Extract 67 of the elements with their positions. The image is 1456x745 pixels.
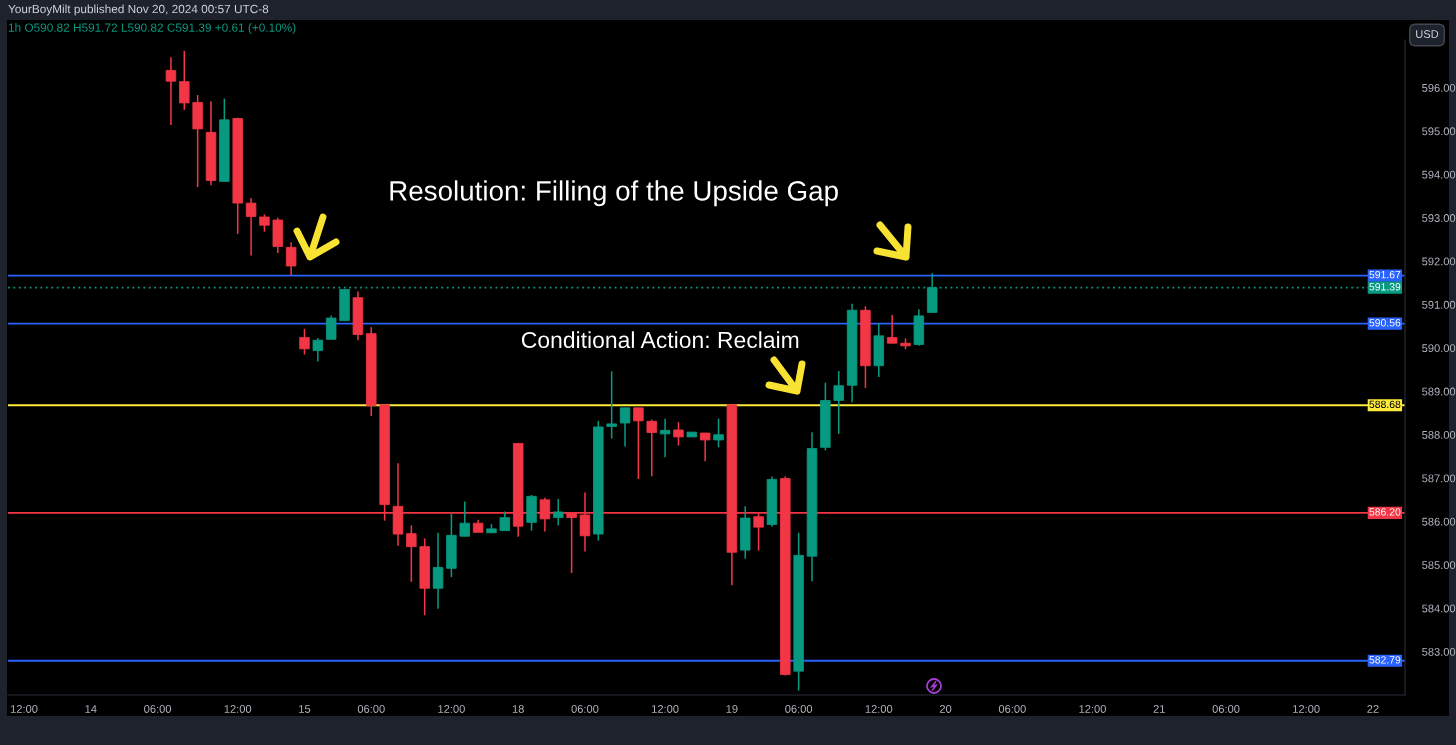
x-tick-label: 06:00	[144, 705, 172, 713]
candlestick	[285, 241, 297, 277]
y-tick-label: 592.00	[1422, 257, 1456, 266]
y-tick-label: 591.00	[1422, 300, 1456, 309]
chart-title: 1h O590.82 H591.72 L590.82 C591.39 +0.61 (+0.10%)	[8, 23, 296, 35]
y-tick-label: 586.00	[1422, 517, 1456, 526]
x-tick-label: 06:00	[357, 705, 385, 713]
y-tick-label: 594.00	[1422, 170, 1456, 179]
y-tick-label: 590.00	[1422, 344, 1456, 353]
x-tick-label: 14	[85, 705, 97, 713]
y-tick-label: 583.00	[1422, 647, 1456, 656]
candlestick	[886, 314, 898, 344]
annotation: Resolution: Filling of the Upside Gap	[390, 180, 838, 207]
x-tick-label: 06:00	[571, 705, 599, 713]
y-tick-label: 593.00	[1422, 214, 1456, 222]
x-tick-label: 12:00	[652, 705, 679, 713]
x-tick-label: 06:00	[1212, 705, 1240, 713]
x-tick-label: 12:00	[10, 705, 38, 713]
y-tick-label: 584.00	[1422, 604, 1456, 613]
y-tick-label: 596.00	[1422, 83, 1456, 92]
ref-line-label: 591.39	[1369, 283, 1401, 291]
x-tick-label: 12:00	[1293, 705, 1320, 713]
x-tick-label: 06:00	[785, 705, 813, 713]
candlestick	[312, 337, 324, 363]
y-tick-label: 587.00	[1422, 474, 1456, 483]
candlestick	[699, 432, 711, 462]
x-tick-label: 20	[939, 705, 952, 713]
x-tick-label: 15	[299, 705, 311, 713]
candlestick	[406, 524, 417, 583]
candlestick	[646, 418, 657, 478]
candlestick	[633, 407, 644, 480]
y-tick-label: 585.00	[1422, 561, 1456, 569]
text: YourBoyMilt published Nov 20, 2024 00:57 UTC-8	[8, 4, 269, 16]
x-tick-label: 12:00	[1079, 705, 1106, 713]
x-tick-label: 06:00	[998, 705, 1026, 713]
candlestick	[179, 50, 190, 111]
y-tick-label: 588.00	[1422, 431, 1456, 439]
x-tick-label: 22	[1367, 705, 1379, 713]
candlestick	[553, 498, 564, 527]
candlestick	[499, 510, 511, 532]
y-tick-label: 589.00	[1422, 387, 1456, 396]
x-tick-label: 18	[512, 705, 524, 713]
candlestick	[165, 56, 177, 126]
candlestick	[606, 370, 617, 440]
x-tick-label: 21	[1153, 705, 1165, 713]
ref-line-label: 588.68	[1369, 400, 1401, 409]
ref-line-label: 582.79	[1369, 656, 1401, 664]
candlestick	[619, 407, 631, 448]
ref-line-label: 590.56	[1369, 319, 1401, 327]
annotation: Conditional Action: Reclaim	[521, 331, 799, 349]
candlestick	[299, 328, 310, 356]
ref-line-label: 586.20	[1369, 508, 1401, 516]
x-tick-label: 12:00	[865, 705, 893, 713]
text: USD	[1416, 30, 1439, 38]
candlestick	[673, 421, 684, 447]
x-tick-label: 12:00	[224, 705, 252, 713]
candlestick	[325, 314, 337, 341]
candlestick	[713, 417, 724, 449]
candlestick	[432, 532, 444, 610]
candlestick	[659, 417, 671, 459]
x-tick-label: 19	[726, 705, 738, 713]
y-tick-label: 595.00	[1422, 127, 1456, 136]
x-tick-label: 12:00	[438, 705, 465, 713]
candlestick	[459, 500, 470, 538]
candlestick	[833, 370, 844, 435]
ref-line-label: 591.67	[1369, 270, 1401, 279]
candlestick	[245, 197, 257, 257]
